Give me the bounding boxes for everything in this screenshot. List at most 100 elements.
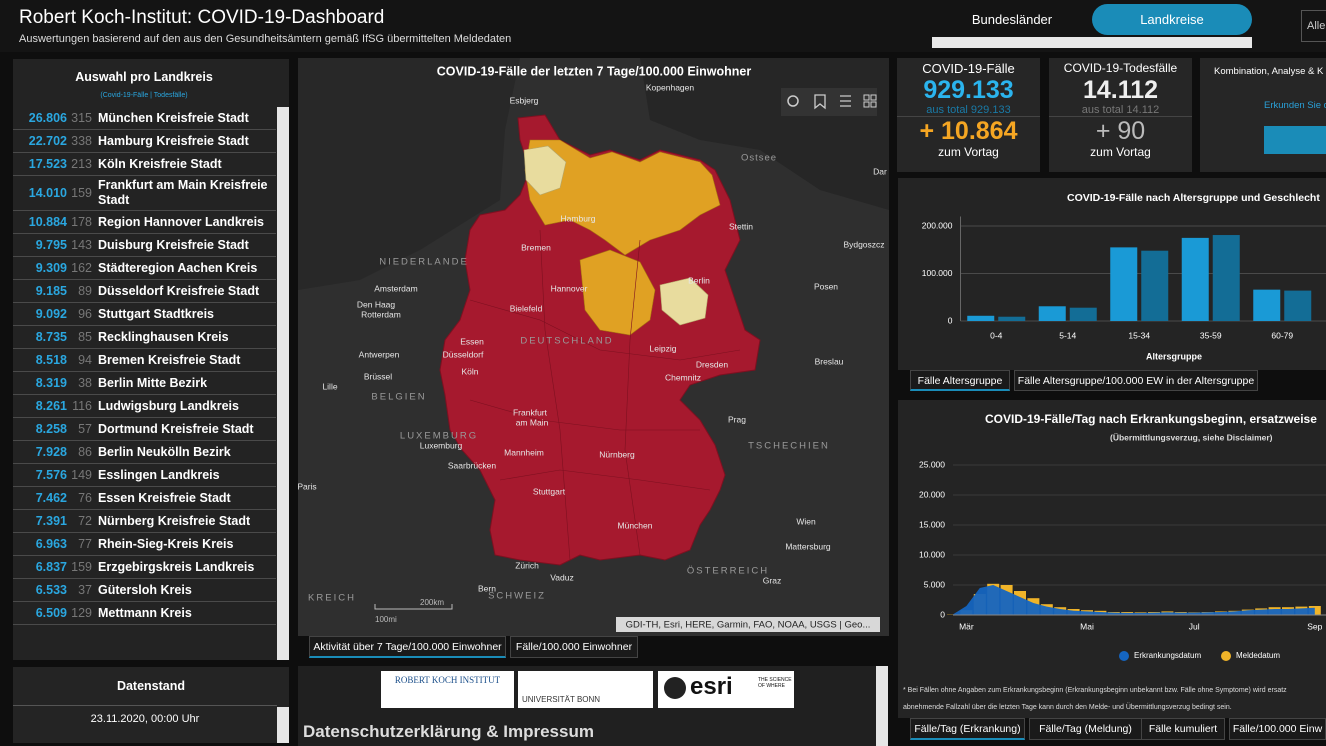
chart-tab[interactable]: Fälle/Tag (Meldung) <box>1029 718 1142 740</box>
y-tick-label: 100.000 <box>922 268 953 278</box>
death-count: 143 <box>71 238 92 252</box>
map-label: KREICH <box>308 593 356 604</box>
list-row[interactable]: 14.010 159 Frankfurt am Main Kreisfreie St… <box>13 176 276 211</box>
scrollbar[interactable] <box>876 666 888 746</box>
tab-active[interactable]: Landkreise <box>1092 4 1252 35</box>
kpi-total: aus total 929.133 <box>926 104 1011 116</box>
district-name: Stuttgart Stadtkreis <box>98 306 214 321</box>
legend-label[interactable]: Meldedatum <box>1236 651 1280 660</box>
esri-slogan: THE SCIENCE OF WHERE <box>758 677 792 689</box>
region-light[interactable] <box>659 277 709 326</box>
x-tick-label: 60-79 <box>1271 330 1293 340</box>
list-row[interactable]: 6.963 77 Rhein-Sieg-Kreis Kreis <box>13 533 276 556</box>
list-row[interactable]: 8.258 57 Dortmund Kreisfreie Stadt <box>13 418 276 441</box>
map-label: Amsterdam <box>374 283 417 293</box>
region-orange[interactable] <box>579 249 656 336</box>
chart-tab[interactable]: Fälle Altersgruppe/100.000 EW in der Alt… <box>1014 370 1258 391</box>
death-count: 94 <box>78 353 92 367</box>
bar[interactable] <box>1181 237 1209 321</box>
bar[interactable] <box>1069 307 1097 321</box>
district-name: Frankfurt am Main Kreisfreie Stadt <box>98 178 268 207</box>
kpi-change: + 10.864 <box>897 116 1040 145</box>
map-label: Brüssel <box>364 371 392 381</box>
map-label: LUXEMBURG <box>400 431 478 442</box>
list-row[interactable]: 7.576 149 Esslingen Landkreis <box>13 464 276 487</box>
map-label: Posen <box>814 281 838 291</box>
bar[interactable] <box>1253 289 1281 321</box>
grid-icon[interactable] <box>863 94 877 108</box>
list-row[interactable]: 8.735 85 Recklinghausen Kreis <box>13 326 276 349</box>
list-row[interactable]: 9.092 96 Stuttgart Stadtkreis <box>13 303 276 326</box>
kpi-change: + 90 <box>1049 116 1192 145</box>
info-link[interactable]: Erkunden Sie d <box>1264 100 1326 111</box>
tab[interactable]: Bundesländer <box>971 12 1053 27</box>
search-box[interactable]: Alle <box>1301 10 1326 42</box>
map-tab[interactable]: Aktivität über 7 Tage/100.000 Einwohner <box>309 636 506 658</box>
district-name: Recklinghausen Kreis <box>98 329 229 344</box>
legend-label[interactable]: Erkrankungsdatum <box>1134 651 1201 660</box>
bar[interactable] <box>998 316 1026 321</box>
app-icons[interactable] <box>1264 126 1326 154</box>
list-row[interactable]: 22.702 338 Hamburg Kreisfreie Stadt <box>13 130 276 153</box>
region-orange[interactable] <box>524 139 721 256</box>
bar[interactable] <box>967 315 995 321</box>
chart-tab[interactable]: Fälle/100.000 Einw <box>1229 718 1326 740</box>
death-count: 129 <box>71 606 92 620</box>
list-row[interactable]: 7.391 72 Nürnberg Kreisfreie Stadt <box>13 510 276 533</box>
map-label: ÖSTERREICH <box>687 566 769 577</box>
scrollbar[interactable] <box>932 37 1252 48</box>
list-row[interactable]: 8.261 116 Ludwigsburg Landkreis <box>13 395 276 418</box>
list-row[interactable]: 26.806 315 München Kreisfreie Stadt <box>13 107 276 130</box>
privacy-link[interactable]: Datenschutzerklärung & Impressum <box>303 722 594 741</box>
scrollbar[interactable] <box>277 707 289 743</box>
chart-tab[interactable]: Fälle Altersgruppe <box>910 370 1010 391</box>
map-label: Bremen <box>521 242 551 252</box>
bonn-logo[interactable]: UNIVERSITÄT BONN <box>518 671 653 708</box>
chart-tab[interactable]: Fälle/Tag (Erkrankung) <box>910 718 1025 740</box>
map[interactable]: COVID-19-Fälle der letzten 7 Tage/100.00… <box>298 58 889 636</box>
bar[interactable] <box>1284 290 1312 321</box>
list-row[interactable]: 6.837 159 Erzgebirgskreis Landkreis <box>13 556 276 579</box>
chart-tab[interactable]: Fälle kumuliert <box>1141 718 1225 740</box>
list-row[interactable]: 6.533 37 Gütersloh Kreis <box>13 579 276 602</box>
bar[interactable] <box>1110 247 1138 321</box>
search-icon[interactable] <box>787 95 799 107</box>
list-row[interactable]: 9.309 162 Städteregion Aachen Kreis <box>13 257 276 280</box>
map-label: Zürich <box>515 560 539 570</box>
district-name: Ludwigsburg Landkreis <box>98 398 239 413</box>
case-count: 6.837 <box>35 560 67 574</box>
list-icon[interactable] <box>840 95 851 107</box>
y-tick-label: 5.000 <box>924 579 946 589</box>
case-count: 8.258 <box>35 422 67 436</box>
map-label: Dar <box>873 166 887 176</box>
map-tab[interactable]: Fälle/100.000 Einwohner <box>510 636 638 658</box>
death-count: 38 <box>78 376 92 390</box>
list-row[interactable]: 8.319 38 Berlin Mitte Bezirk <box>13 372 276 395</box>
list-row[interactable]: 6.509 129 Mettmann Kreis <box>13 602 276 625</box>
list-row[interactable]: 9.795 143 Duisburg Kreisfreie Stadt <box>13 234 276 257</box>
bar[interactable] <box>1212 235 1240 321</box>
list-row[interactable]: 7.928 86 Berlin Neukölln Bezirk <box>13 441 276 464</box>
list-row[interactable]: 10.884 178 Region Hannover Landkreis <box>13 211 276 234</box>
map-label: Mattersburg <box>785 541 831 551</box>
case-count: 22.702 <box>28 134 67 148</box>
list-row[interactable]: 7.462 76 Essen Kreisfreie Stadt <box>13 487 276 510</box>
list-row[interactable]: 9.185 89 Düsseldorf Kreisfreie Stadt <box>13 280 276 303</box>
map-label: BELGIEN <box>371 392 426 403</box>
scrollbar[interactable] <box>277 107 289 660</box>
esri-logo-box[interactable]: esri THE SCIENCE OF WHERE <box>658 671 794 708</box>
list-row[interactable]: 17.523 213 Köln Kreisfreie Stadt <box>13 153 276 176</box>
case-count: 26.806 <box>28 111 67 125</box>
bookmark-icon[interactable] <box>814 94 826 110</box>
x-tick-label: 15-34 <box>1128 330 1150 340</box>
list-row[interactable]: 8.518 94 Bremen Kreisfreie Stadt <box>13 349 276 372</box>
death-count: 178 <box>71 215 92 229</box>
map-label: Saarbrücken <box>448 460 496 470</box>
rki-logo[interactable]: ROBERT KOCH INSTITUT <box>381 671 514 708</box>
kpi-value: 14.112 <box>1082 76 1159 104</box>
bar[interactable] <box>1141 250 1169 321</box>
chart-title: COVID-19-Fälle nach Altersgruppe und Ges… <box>1067 192 1320 204</box>
region-light[interactable] <box>523 145 567 196</box>
bar[interactable] <box>1038 306 1066 321</box>
district-list: 26.806 315 München Kreisfreie Stadt 22.702 3… <box>13 107 276 625</box>
